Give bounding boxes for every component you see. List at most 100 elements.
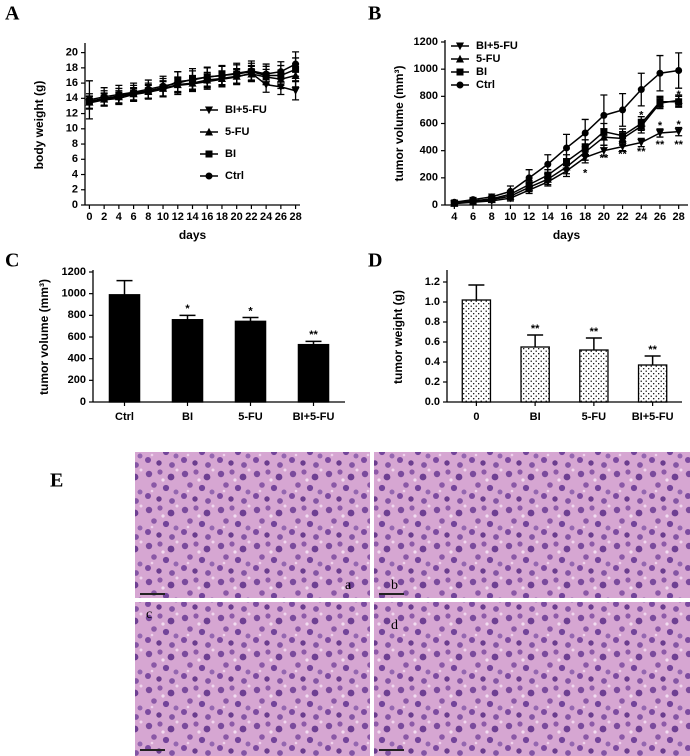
y-tick-label: 600 (68, 331, 86, 343)
x-tick-label: 4 (451, 211, 458, 223)
marker (277, 68, 285, 76)
y-tick-label: 1200 (414, 36, 438, 48)
annotation: * (639, 109, 644, 121)
x-tick-label: 24 (635, 211, 648, 223)
panel-e-images: E a b c d (50, 452, 690, 756)
annotation: ** (637, 123, 646, 135)
significance-label: ** (648, 344, 657, 356)
x-tick-label: 22 (245, 211, 257, 223)
marker (456, 68, 464, 76)
histology-image (135, 602, 370, 756)
image-label: b (391, 578, 398, 593)
error-bar (644, 355, 661, 365)
y-tick-label: 8 (72, 138, 78, 150)
y-axis-label: tumor volume (mm³) (37, 279, 51, 395)
y-tick-label: 10 (66, 123, 78, 135)
x-tick-label: 26 (275, 211, 287, 223)
y-tick-label: 18 (66, 62, 78, 74)
x-tick-label: BI (182, 411, 193, 423)
y-axis-label: tumor weight (g) (391, 290, 405, 384)
y-tick-label: 0 (80, 396, 86, 408)
x-tick-label: 14 (186, 211, 199, 223)
y-tick-label: 600 (420, 117, 438, 129)
panel-letter: E (50, 470, 63, 492)
image-label: a (345, 578, 352, 593)
marker (204, 106, 214, 115)
x-tick-label: 0 (86, 211, 92, 223)
marker (85, 96, 93, 104)
marker (262, 70, 270, 78)
marker (205, 172, 213, 180)
annotation: ** (618, 149, 627, 161)
x-tick-label: 8 (145, 211, 151, 223)
error-bar (116, 279, 133, 295)
annotation: * (583, 168, 588, 180)
x-tick-label: 12 (523, 211, 535, 223)
x-tick-label: 0 (473, 411, 479, 423)
y-tick-label: 0.4 (425, 356, 441, 368)
marker (488, 193, 496, 201)
x-tick-label: 18 (216, 211, 228, 223)
bar (637, 364, 668, 403)
histology-image (374, 452, 690, 598)
marker (144, 85, 152, 93)
y-tick-label: 20 (66, 47, 78, 59)
y-tick-label: 0 (72, 199, 78, 211)
y-tick-label: 0.8 (425, 316, 440, 328)
marker (469, 196, 477, 204)
legend-label: BI (225, 148, 236, 160)
bar (461, 299, 492, 403)
marker (619, 132, 627, 140)
marker (544, 171, 552, 179)
bar (234, 320, 267, 403)
legend-label: 5-FU (225, 126, 250, 138)
x-tick-label: 8 (489, 211, 495, 223)
y-tick-label: 6 (72, 153, 78, 165)
error-bar (585, 337, 602, 350)
significance-label: * (185, 303, 190, 315)
y-tick-label: 16 (66, 77, 78, 89)
marker (637, 139, 646, 147)
annotation: * (677, 89, 682, 101)
error-bar (527, 334, 544, 347)
legend-label: BI (476, 66, 487, 78)
annotation: * (658, 120, 663, 132)
x-tick-label: 16 (560, 211, 572, 223)
y-tick-label: 14 (66, 92, 79, 104)
marker (115, 91, 123, 99)
marker (204, 127, 214, 136)
x-tick-label: 5-FU (238, 411, 263, 423)
histology-image (374, 602, 690, 756)
marker (675, 67, 683, 75)
marker (233, 69, 241, 77)
y-tick-label: 1.2 (425, 276, 440, 288)
x-tick-label: 4 (116, 211, 123, 223)
x-tick-label: 18 (579, 211, 591, 223)
marker (563, 144, 570, 152)
x-tick-label: 10 (504, 211, 516, 223)
x-tick-label: 16 (201, 211, 213, 223)
marker (291, 87, 300, 95)
y-tick-label: 200 (420, 172, 438, 184)
marker (674, 128, 683, 136)
marker (100, 93, 108, 101)
marker (205, 150, 213, 158)
x-tick-label: Ctrl (115, 411, 134, 423)
error-bar (468, 284, 485, 300)
y-axis-label: body weight (g) (32, 81, 46, 170)
marker (581, 144, 589, 152)
x-tick-label: BI+5-FU (293, 411, 335, 423)
significance-label: ** (309, 329, 318, 341)
image-label: c (146, 607, 152, 622)
marker (292, 60, 300, 68)
marker (599, 147, 608, 155)
x-tick-label: 20 (231, 211, 243, 223)
panel-letter: C (5, 250, 19, 272)
marker (450, 198, 458, 206)
x-axis-label: days (553, 228, 581, 242)
y-tick-label: 400 (420, 145, 438, 157)
legend-label: Ctrl (476, 79, 495, 91)
bar (520, 346, 550, 403)
marker (655, 129, 664, 138)
marker (189, 75, 196, 83)
